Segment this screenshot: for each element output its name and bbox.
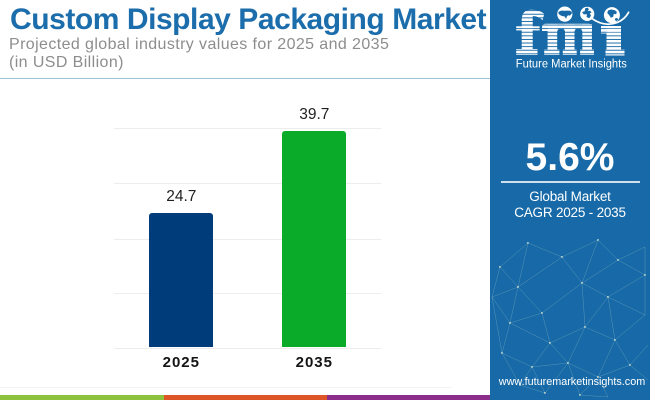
svg-text:Future Market Insights: Future Market Insights: [516, 59, 627, 71]
